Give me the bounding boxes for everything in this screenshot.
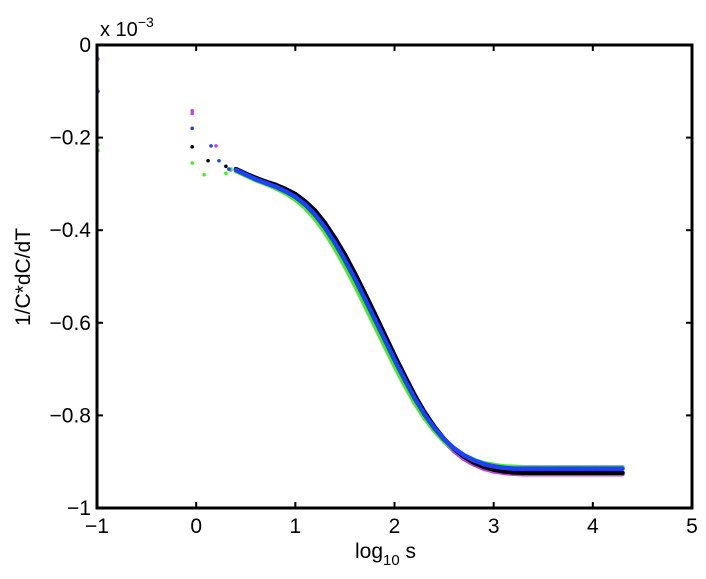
data-point bbox=[362, 296, 367, 301]
y-tick-label: −1 bbox=[67, 497, 91, 520]
data-point bbox=[511, 466, 516, 471]
data-point bbox=[491, 464, 496, 469]
data-point bbox=[352, 276, 358, 282]
x-tick-label: 2 bbox=[389, 515, 401, 538]
data-point bbox=[521, 466, 526, 471]
data-point bbox=[471, 458, 477, 463]
data-point bbox=[511, 470, 516, 475]
data-point bbox=[620, 470, 625, 476]
series-0 bbox=[96, 57, 625, 477]
data-point bbox=[372, 316, 377, 322]
series-3 bbox=[96, 89, 625, 471]
data-point bbox=[600, 466, 605, 471]
data-point bbox=[461, 453, 467, 458]
y-tick-label: −0.2 bbox=[50, 127, 91, 150]
data-point bbox=[580, 466, 586, 471]
data-point bbox=[190, 161, 194, 165]
data-point bbox=[501, 465, 506, 470]
data-point bbox=[422, 411, 427, 417]
data-point bbox=[303, 202, 308, 207]
data-point bbox=[590, 466, 596, 471]
data-point bbox=[253, 177, 258, 182]
data-point bbox=[501, 469, 506, 474]
series-line bbox=[234, 167, 623, 471]
data-point bbox=[610, 470, 615, 476]
data-point bbox=[214, 144, 218, 148]
data-point bbox=[531, 466, 536, 471]
axes-box bbox=[95, 43, 694, 510]
data-point bbox=[620, 466, 625, 471]
y-multiplier: x 10−3 bbox=[100, 14, 154, 41]
data-point bbox=[382, 337, 387, 342]
data-point bbox=[451, 446, 457, 451]
y-tick-label: −0.8 bbox=[50, 404, 91, 427]
data-point bbox=[600, 470, 605, 476]
data-point bbox=[412, 395, 417, 401]
plot-area bbox=[96, 57, 625, 477]
data-point bbox=[481, 461, 486, 467]
data-point bbox=[570, 470, 576, 476]
x-tick-label: 4 bbox=[587, 515, 599, 538]
data-point bbox=[273, 184, 278, 189]
data-point bbox=[560, 470, 566, 476]
series-line bbox=[234, 167, 623, 477]
data-point bbox=[342, 258, 348, 263]
data-point bbox=[243, 172, 248, 177]
data-point bbox=[431, 425, 437, 431]
data-point bbox=[209, 144, 213, 148]
data-point bbox=[190, 145, 194, 149]
data-point bbox=[392, 357, 397, 363]
data-point bbox=[224, 171, 228, 176]
y-axis-label: 1/C*dC/dT bbox=[12, 228, 35, 326]
series-2 bbox=[190, 145, 625, 476]
ticks: −1 0 1 2 3 4 5 0 −0.2 −0.4 −0.6 −0.8 −1 bbox=[50, 34, 698, 538]
data-point bbox=[590, 470, 596, 476]
data-point bbox=[224, 164, 228, 169]
data-point bbox=[580, 470, 586, 476]
data-point bbox=[190, 111, 194, 116]
y-tick-label: 0 bbox=[79, 34, 91, 57]
data-point bbox=[610, 466, 615, 471]
data-point bbox=[541, 470, 546, 476]
x-tick-label: −1 bbox=[85, 515, 109, 538]
data-point bbox=[206, 158, 210, 163]
data-point bbox=[550, 466, 556, 471]
data-point bbox=[550, 470, 556, 476]
data-point bbox=[322, 225, 328, 231]
data-point bbox=[283, 189, 288, 194]
x-tick-label: 3 bbox=[488, 515, 500, 538]
x-tick-label: 0 bbox=[190, 515, 202, 538]
data-point bbox=[263, 180, 268, 186]
x-axis-label: log10 s bbox=[355, 540, 416, 569]
data-point bbox=[402, 377, 407, 382]
data-point bbox=[190, 108, 194, 113]
data-point bbox=[570, 466, 576, 471]
data-point bbox=[227, 167, 231, 171]
data-point bbox=[441, 437, 447, 442]
data-point bbox=[332, 240, 338, 246]
series-1 bbox=[96, 142, 625, 470]
y-tick-label: −0.4 bbox=[50, 219, 92, 242]
data-point bbox=[521, 470, 526, 476]
data-point bbox=[202, 172, 206, 177]
data-point bbox=[217, 158, 221, 163]
data-point bbox=[560, 466, 566, 471]
data-point bbox=[233, 167, 239, 173]
y-tick-label: −0.6 bbox=[50, 312, 91, 335]
data-point bbox=[293, 194, 298, 200]
data-point bbox=[531, 470, 536, 476]
x-tick-label: 1 bbox=[289, 515, 301, 538]
data-point bbox=[541, 466, 546, 471]
data-point bbox=[190, 126, 194, 131]
x-tick-label: 5 bbox=[686, 515, 698, 538]
data-point bbox=[312, 212, 318, 218]
